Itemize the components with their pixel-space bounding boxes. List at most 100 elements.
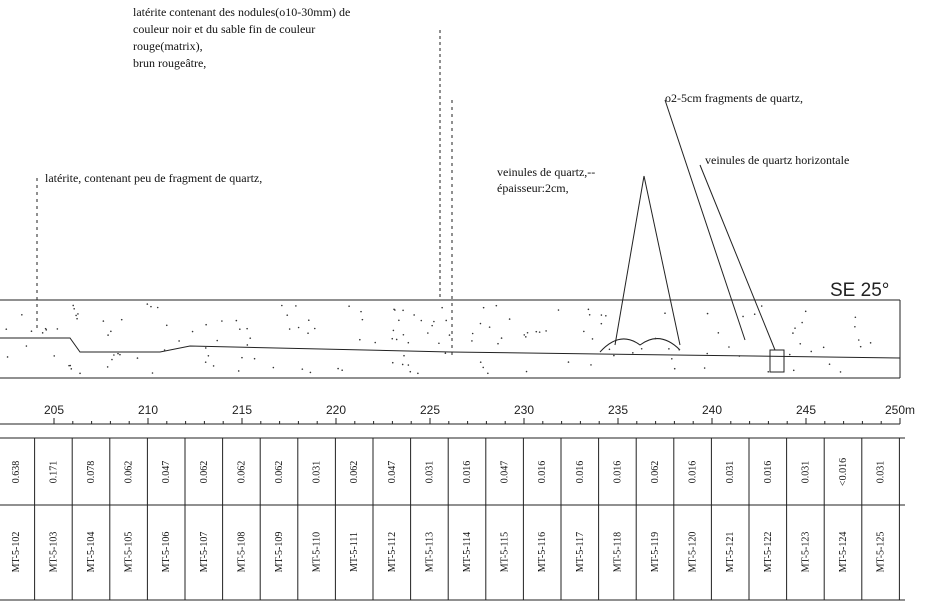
sample-id: MT-5-110 bbox=[312, 532, 323, 572]
sand-dot bbox=[527, 332, 529, 334]
assay-value: 0.016 bbox=[688, 461, 699, 484]
sand-dot bbox=[433, 321, 435, 323]
sample-id: MT-5-108 bbox=[236, 532, 247, 573]
sand-dot bbox=[799, 343, 801, 345]
sand-dot bbox=[117, 353, 119, 355]
sample-id: MT-5-115 bbox=[500, 532, 511, 572]
sand-dot bbox=[431, 325, 433, 327]
sand-dot bbox=[483, 307, 485, 309]
sand-dot bbox=[728, 346, 730, 348]
sand-dot bbox=[21, 314, 23, 316]
sand-dot bbox=[539, 331, 541, 333]
sand-dot bbox=[103, 320, 105, 322]
assay-value: 0.062 bbox=[349, 461, 360, 484]
assay-value: 0.016 bbox=[612, 461, 623, 484]
sand-dot bbox=[583, 331, 585, 333]
direction: SE 25° bbox=[830, 280, 889, 301]
assay-value: 0.062 bbox=[199, 461, 210, 484]
scale-label: 210 bbox=[138, 403, 158, 417]
sand-dot bbox=[314, 328, 316, 330]
sand-dot bbox=[360, 311, 362, 313]
sand-dot bbox=[409, 371, 411, 373]
sand-dot bbox=[413, 314, 415, 316]
sample-id: MT-5-116 bbox=[537, 532, 548, 572]
sand-dot bbox=[394, 309, 396, 311]
sand-dot bbox=[664, 312, 666, 314]
sand-dot bbox=[152, 372, 154, 374]
sand-dot bbox=[79, 373, 81, 375]
sand-dot bbox=[609, 348, 611, 350]
scale-label: 250m bbox=[885, 403, 915, 417]
sand-dot bbox=[393, 330, 395, 332]
assay-value: 0.047 bbox=[387, 461, 398, 484]
sand-dot bbox=[742, 316, 744, 318]
assay-value: 0.031 bbox=[876, 461, 887, 484]
scale-label: 230 bbox=[514, 403, 534, 417]
sample-id: MT-5-114 bbox=[462, 532, 473, 572]
annotation: latérite contenant des nodules(ο10-30mm)… bbox=[133, 5, 350, 19]
sand-dot bbox=[417, 373, 419, 375]
sand-dot bbox=[445, 352, 447, 354]
sand-dot bbox=[150, 306, 152, 308]
sand-dot bbox=[374, 342, 376, 344]
sand-dot bbox=[588, 309, 590, 311]
sand-dot bbox=[482, 367, 484, 369]
sand-dot bbox=[281, 305, 283, 307]
sand-dot bbox=[337, 368, 339, 370]
scale-label: 225 bbox=[420, 403, 440, 417]
sand-dot bbox=[408, 364, 410, 366]
sand-dot bbox=[295, 305, 297, 307]
sand-dot bbox=[249, 337, 251, 339]
annotation: latérite, contenant peu de fragment de q… bbox=[45, 171, 262, 185]
sand-dot bbox=[496, 305, 498, 307]
sand-dot bbox=[5, 328, 7, 330]
sand-dot bbox=[860, 346, 862, 348]
sand-dot bbox=[273, 367, 275, 369]
sand-dot bbox=[26, 345, 28, 347]
sand-dot bbox=[70, 368, 72, 370]
sand-dot bbox=[558, 309, 560, 311]
sand-dot bbox=[205, 324, 207, 326]
sand-dot bbox=[840, 371, 842, 373]
annotation: rouge(matrix), bbox=[133, 39, 203, 53]
assay-value: 0.016 bbox=[575, 461, 586, 484]
sample-id: MT-5-119 bbox=[650, 532, 661, 572]
sand-dot bbox=[396, 339, 398, 341]
sand-dot bbox=[408, 342, 410, 344]
leader-line bbox=[665, 100, 745, 340]
sand-dot bbox=[221, 320, 223, 322]
sand-dot bbox=[480, 323, 482, 325]
scale-label: 205 bbox=[44, 403, 64, 417]
sample-id: MT-5-117 bbox=[575, 532, 586, 572]
sand-dot bbox=[792, 332, 794, 334]
sand-dot bbox=[73, 308, 75, 310]
sand-dot bbox=[526, 371, 528, 373]
sand-dot bbox=[739, 355, 741, 357]
sand-dot bbox=[489, 326, 491, 328]
sand-dot bbox=[420, 320, 422, 322]
quartz-fragment bbox=[770, 350, 784, 372]
assay-value: 0.031 bbox=[800, 461, 811, 484]
sand-dot bbox=[241, 357, 243, 359]
sand-dot bbox=[641, 348, 643, 350]
sand-dot bbox=[801, 322, 803, 324]
sand-dot bbox=[794, 327, 796, 329]
sand-dot bbox=[247, 344, 249, 346]
sand-dot bbox=[590, 364, 592, 366]
leader-line bbox=[700, 165, 775, 350]
sand-dot bbox=[854, 326, 856, 328]
sand-dot bbox=[289, 328, 291, 330]
sample-id: MT-5-104 bbox=[86, 532, 97, 573]
sand-dot bbox=[302, 368, 304, 370]
sand-dot bbox=[613, 355, 615, 357]
sand-dot bbox=[403, 334, 405, 336]
sand-dot bbox=[472, 333, 474, 335]
sample-id: MT-5-124 bbox=[838, 532, 849, 573]
sand-dot bbox=[427, 332, 429, 334]
annotation: ο2-5cm fragments de quartz, bbox=[665, 91, 803, 105]
sand-dot bbox=[45, 328, 47, 330]
assay-value: 0.171 bbox=[48, 461, 59, 484]
sand-dot bbox=[545, 330, 547, 332]
sand-dot bbox=[298, 327, 300, 329]
sand-dot bbox=[77, 313, 79, 315]
